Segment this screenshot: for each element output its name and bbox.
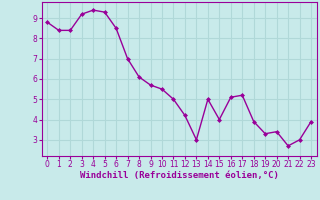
X-axis label: Windchill (Refroidissement éolien,°C): Windchill (Refroidissement éolien,°C) bbox=[80, 171, 279, 180]
